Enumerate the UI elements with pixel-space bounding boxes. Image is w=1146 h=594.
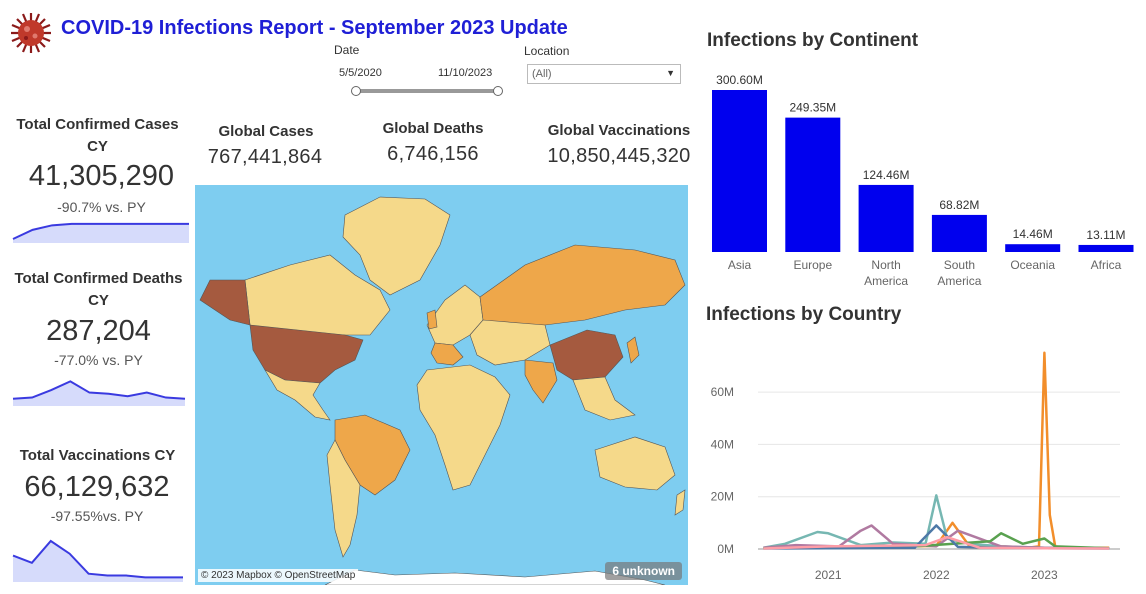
date-start-value: 5/5/2020 [339,67,382,79]
date-slider-end-handle[interactable] [493,86,503,96]
map-credit[interactable]: © 2023 Mapbox © OpenStreetMap [198,569,359,582]
greenland-shape [342,196,451,296]
chevron-down-icon: ▼ [666,68,675,78]
antarctica-shape [324,569,666,585]
deaths-kpi-delta: -77.0% vs. PY [54,352,143,368]
russia-shape [479,244,686,328]
location-select-value: (All) [532,68,552,80]
location-filter-label: Location [524,44,570,58]
mexico-shape [264,369,331,421]
continent-bar[interactable] [712,90,767,252]
continent-bar-value: 249.35M [789,101,836,115]
map-unknown-badge[interactable]: 6 unknown [605,562,682,580]
continent-bar[interactable] [1078,244,1134,252]
country-chart-title: Infections by Country [706,304,902,325]
continent-bar-value: 124.46M [863,168,910,182]
continent-category-label: America [864,274,908,288]
continent-bar[interactable] [785,117,841,253]
japan-shape [626,336,640,364]
global-cases-label: Global Cases [218,123,314,140]
virus-logo-icon [11,13,51,53]
continent-category-label: Africa [1091,258,1122,272]
western-europe-shape [430,342,464,366]
global-deaths-value: 6,746,156 [387,143,479,165]
usa-shape [249,324,364,384]
continent-category-label: Asia [728,258,752,272]
country-series-line[interactable] [763,351,1110,549]
australia-shape [594,436,676,491]
x-tick-label: 2022 [923,568,950,582]
continent-chart-title: Infections by Continent [707,30,919,51]
vaccinations-kpi-value: 66,129,632 [24,471,170,503]
continent-bar-chart: 300.60M Asia 249.35M Europe 124.46M North Amer… [712,73,1134,288]
sparkline-line [12,222,189,240]
vaccinations-sparkline [12,539,183,582]
continent-category-label: North [871,258,900,272]
continent-category-label: South [944,258,975,272]
vaccinations-kpi-title: Total Vaccinations CY [19,447,176,464]
deaths-kpi-title: Total Confirmed Deaths CY [14,270,183,309]
southeast-asia-shape [572,376,636,421]
x-tick-label: 2023 [1031,568,1058,582]
page-title: COVID-19 Infections Report - September 2… [61,17,568,39]
continent-bar-value: 68.82M [939,198,979,212]
india-shape [524,359,558,404]
china-shape [549,329,624,381]
world-choropleth-map[interactable]: © 2023 Mapbox © OpenStreetMap 6 unknown [195,185,688,585]
south-america-west-shape [326,439,361,558]
date-slider-start-handle[interactable] [351,86,361,96]
central-asia-shape [469,319,551,366]
sparkline-area [13,541,183,582]
sparkline-line [12,539,183,579]
country-line-chart: 0M 20M 40M 60M 2021 2022 2023 [711,351,1120,582]
continent-bar-value: 13.11M [1086,228,1125,242]
x-tick-label: 2021 [815,568,842,582]
continent-bar[interactable] [858,184,914,252]
alaska-shape [199,279,251,326]
sparkline-area [13,223,189,243]
global-cases-value: 767,441,864 [207,146,323,168]
continent-category-label: America [937,274,981,288]
sparkline-line [12,380,186,400]
y-tick-label: 60M [711,385,734,399]
date-range-slider[interactable] [356,89,498,93]
y-tick-label: 20M [711,490,734,504]
y-tick-label: 40M [711,437,734,451]
global-vaccinations-label: Global Vaccinations [547,122,691,139]
continent-category-label: Oceania [1010,258,1055,272]
continent-category-label: Europe [793,258,832,272]
deaths-sparkline [12,380,186,406]
date-end-value: 11/10/2023 [438,67,493,79]
cases-sparkline [12,222,189,243]
new-zealand-shape [674,489,686,516]
continent-bar[interactable] [1005,244,1061,252]
continent-bar-value: 300.60M [716,73,763,87]
location-select[interactable]: (All) ▼ [527,64,681,84]
vaccinations-kpi-delta: -97.55%vs. PY [50,508,144,524]
uk-shape [426,309,438,330]
africa-shape [416,364,511,491]
continent-bar[interactable] [931,214,987,252]
date-filter-label: Date [334,43,360,57]
cases-kpi-value: 41,305,290 [28,160,175,192]
global-deaths-label: Global Deaths [382,120,484,137]
y-tick-label: 0M [717,542,734,556]
world-map-graphic [199,196,686,585]
cases-kpi-title: Total Confirmed Cases CY [16,116,179,155]
continent-bar-value: 14.46M [1013,227,1053,241]
global-vaccinations-value: 10,850,445,320 [547,145,691,167]
cases-kpi-delta: -90.7% vs. PY [57,199,146,215]
country-series-line[interactable] [763,535,1110,550]
deaths-kpi-value: 287,204 [46,315,151,347]
